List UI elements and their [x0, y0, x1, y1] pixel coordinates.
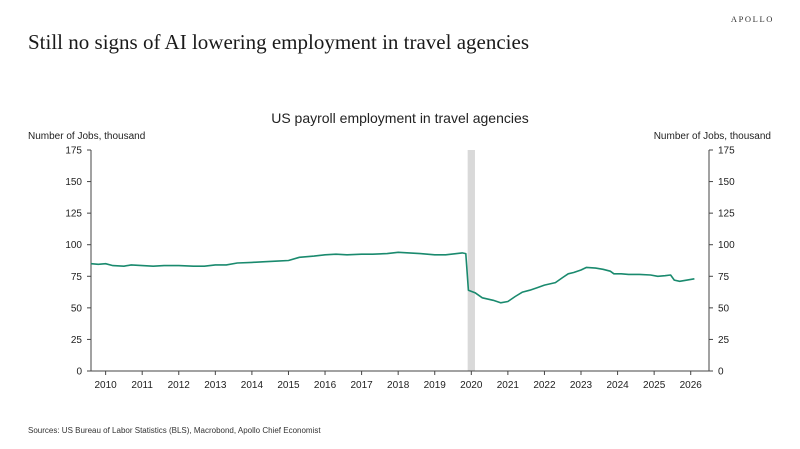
x-tick-label-6: 2016 [314, 380, 337, 391]
y-tick-label-left-3: 75 [71, 272, 83, 283]
y-tick-label-left-2: 50 [71, 303, 83, 314]
y-tick-label-right-3: 75 [718, 272, 730, 283]
series-layer [90, 251, 695, 304]
x-tick-label-15: 2025 [643, 380, 666, 391]
headline: Still no signs of AI lowering employment… [28, 30, 529, 54]
x-tick-label-2: 2012 [168, 380, 191, 391]
y-axis-label-left: Number of Jobs, thousand [28, 131, 145, 142]
y-tick-label-right-5: 125 [718, 209, 735, 220]
recession-shade-0 [467, 150, 475, 371]
x-tick-label-11: 2021 [497, 380, 520, 391]
x-tick-label-16: 2026 [680, 380, 703, 391]
y-tick-label-left-7: 175 [65, 146, 82, 157]
brand-logo-text: APOLLO [730, 14, 774, 24]
y-tick-label-left-5: 125 [65, 209, 82, 220]
y-tick-label-left-4: 100 [65, 240, 82, 251]
axes-layer: 0 0 25 25 50 50 75 75 100 100 125 125 150 150 175 175 20… [65, 146, 735, 392]
x-tick-label-3: 2013 [204, 380, 227, 391]
chart-title: US payroll employment in travel agencies [271, 110, 529, 126]
x-tick-label-7: 2017 [350, 380, 373, 391]
x-tick-label-12: 2022 [533, 380, 556, 391]
y-tick-label-right-7: 175 [718, 146, 735, 157]
x-tick-label-1: 2011 [131, 380, 153, 391]
series-line-0 [90, 251, 695, 304]
y-tick-label-left-0: 0 [76, 367, 82, 378]
y-tick-label-right-2: 50 [718, 303, 730, 314]
y-tick-label-right-1: 25 [718, 335, 730, 346]
y-tick-label-left-6: 150 [65, 177, 82, 188]
x-tick-label-8: 2018 [387, 380, 410, 391]
recession-shading-layer [467, 150, 475, 371]
y-tick-label-right-6: 150 [718, 177, 735, 188]
x-tick-label-4: 2014 [241, 380, 264, 391]
x-tick-label-0: 2010 [95, 380, 118, 391]
x-tick-label-5: 2015 [277, 380, 300, 391]
source-note: Sources: US Bureau of Labor Statistics (… [28, 426, 321, 435]
y-tick-label-right-0: 0 [718, 367, 724, 378]
x-tick-label-14: 2024 [606, 380, 629, 391]
y-axis-label-right: Number of Jobs, thousand [654, 131, 771, 142]
x-tick-label-9: 2019 [424, 380, 447, 391]
x-tick-label-10: 2020 [460, 380, 483, 391]
y-tick-label-right-4: 100 [718, 240, 735, 251]
y-tick-label-left-1: 25 [71, 335, 83, 346]
x-tick-label-13: 2023 [570, 380, 593, 391]
